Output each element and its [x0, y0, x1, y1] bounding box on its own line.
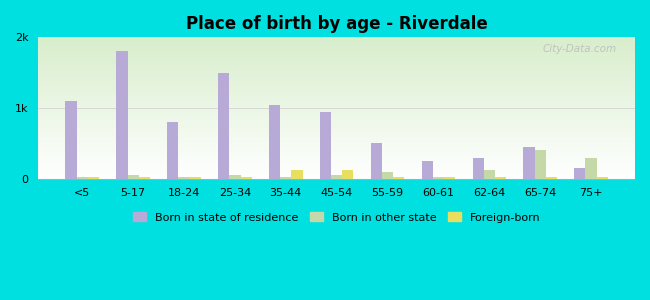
Bar [473, 158, 484, 179]
Bar [291, 170, 303, 179]
Title: Place of birth by age - Riverdale: Place of birth by age - Riverdale [186, 15, 488, 33]
Bar [422, 161, 433, 179]
Bar [127, 175, 138, 179]
Bar [138, 177, 150, 179]
Bar [218, 73, 229, 179]
Bar [66, 101, 77, 179]
Bar [523, 147, 534, 179]
Bar [280, 177, 291, 179]
Bar [484, 169, 495, 179]
Bar [343, 170, 354, 179]
Bar [370, 143, 382, 179]
Bar [575, 168, 586, 179]
Bar [116, 52, 127, 179]
Text: City-Data.com: City-Data.com [543, 44, 617, 54]
Bar [433, 177, 444, 179]
Bar [190, 177, 201, 179]
Bar [393, 177, 404, 179]
Bar [534, 151, 546, 179]
Bar [382, 172, 393, 179]
Bar [546, 177, 557, 179]
Bar [167, 122, 179, 179]
Bar [269, 104, 280, 179]
Bar [88, 177, 99, 179]
Bar [586, 158, 597, 179]
Bar [179, 177, 190, 179]
Bar [444, 177, 455, 179]
Bar [77, 177, 88, 179]
Bar [331, 175, 343, 179]
Bar [495, 177, 506, 179]
Legend: Born in state of residence, Born in other state, Foreign-born: Born in state of residence, Born in othe… [129, 208, 545, 227]
Bar [320, 112, 331, 179]
Bar [597, 177, 608, 179]
Bar [240, 177, 252, 179]
Bar [229, 175, 240, 179]
